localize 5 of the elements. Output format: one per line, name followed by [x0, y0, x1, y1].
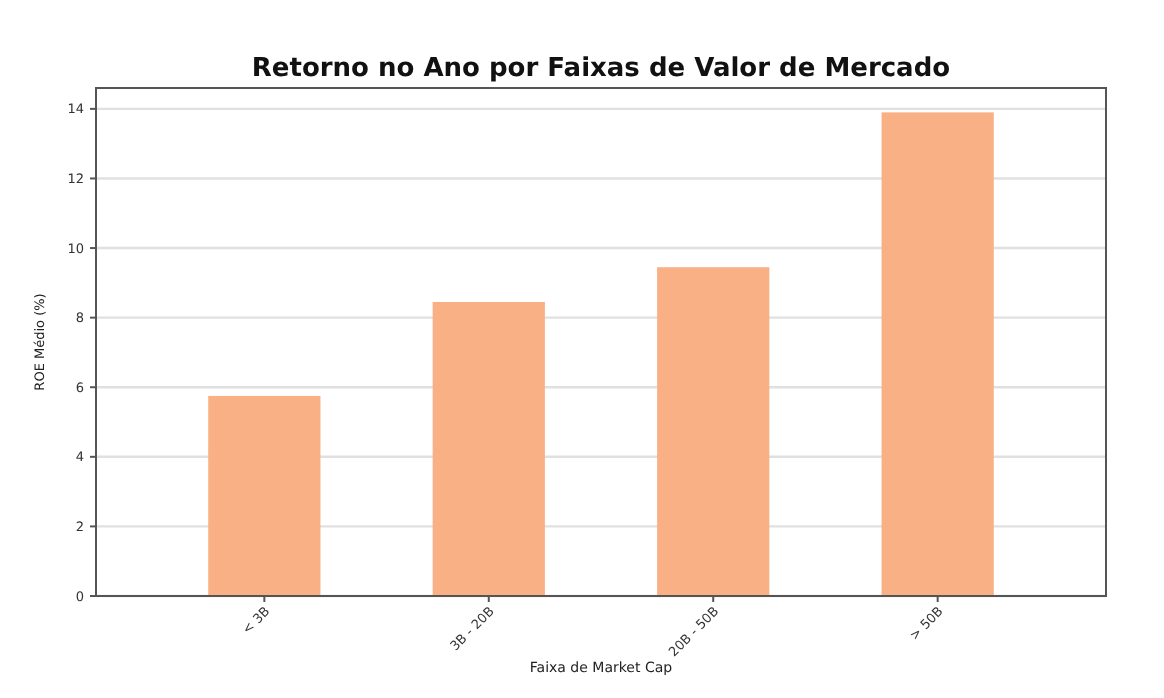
bar [657, 267, 770, 596]
bar [881, 112, 994, 596]
bar [432, 301, 545, 596]
chart-title: Retorno no Ano por Faixas de Valor de Mercado [251, 54, 951, 84]
bar [208, 395, 321, 596]
